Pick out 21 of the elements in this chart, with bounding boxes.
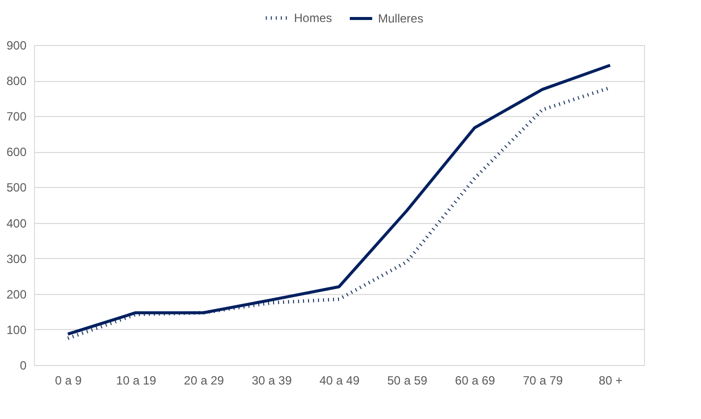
x-tick-label: 0 a 9 [55,374,82,388]
y-tick-label: 300 [6,252,27,266]
y-tick-label: 0 [20,358,27,372]
legend-label: Homes [294,11,332,25]
y-tick-label: 800 [6,74,27,88]
x-tick-label: 30 a 39 [252,374,292,388]
y-tick-label: 600 [6,145,27,160]
x-tick-label: 10 a 19 [116,374,157,388]
y-tick-label: 500 [6,180,27,195]
x-tick-label: 60 a 69 [455,374,496,388]
y-tick-label: 700 [6,110,27,124]
x-tick-label: 80 + [598,374,622,388]
legend-label: Mulleres [378,12,424,26]
y-tick-label: 100 [6,322,27,337]
x-tick-label: 20 a 29 [184,374,224,388]
y-tick-label: 400 [6,216,27,230]
x-tick-label: 70 a 79 [522,374,564,388]
y-tick-label: 200 [6,287,27,302]
x-tick-label: 40 a 49 [319,374,360,388]
x-tick-label: 50 a 59 [387,374,428,388]
y-tick-label: 900 [6,38,27,52]
